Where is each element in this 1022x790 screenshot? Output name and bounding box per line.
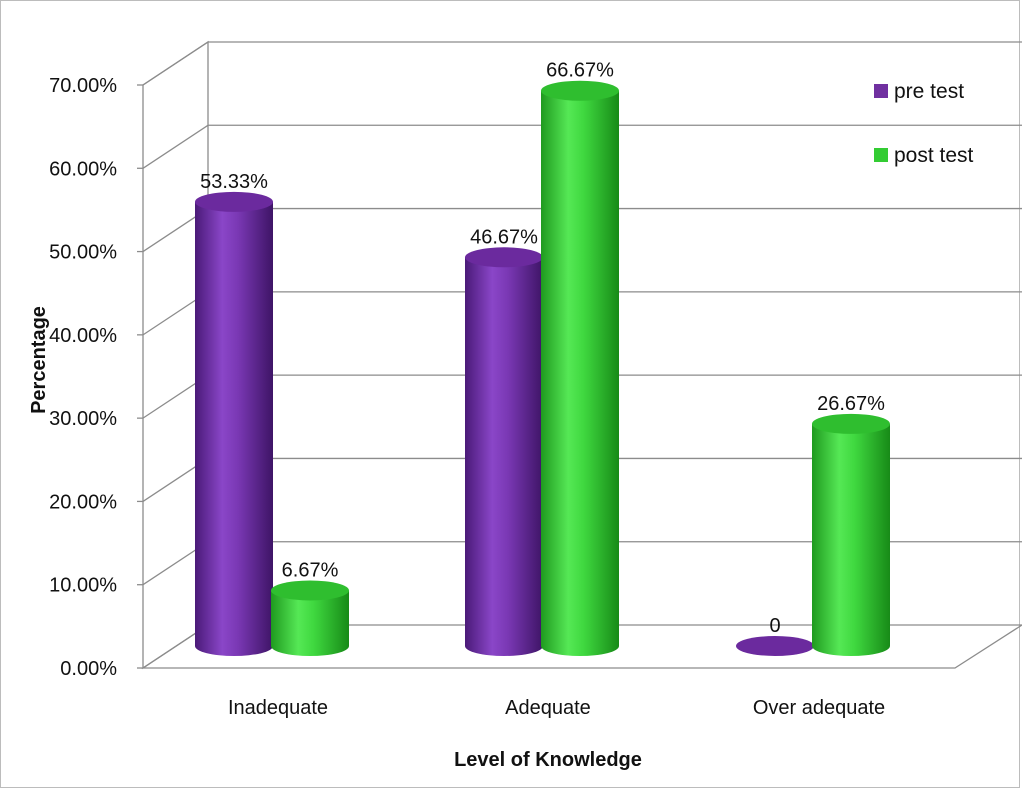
x-category-label: Adequate <box>505 697 591 719</box>
bar-body <box>465 257 543 656</box>
legend-label: pre test <box>894 80 964 103</box>
bar-body <box>271 590 349 656</box>
y-tick-label: 40.00% <box>49 325 117 347</box>
y-tick-label: 20.00% <box>49 491 117 513</box>
bar-post-test-over-adequate <box>812 413 890 656</box>
y-tick-label: 30.00% <box>49 408 117 430</box>
x-axis-title: Level of Knowledge <box>454 749 642 771</box>
bar-pre-test-over-adequate <box>736 636 814 656</box>
bar-top <box>271 580 349 601</box>
data-label: 66.67% <box>546 60 614 82</box>
bar-top <box>812 413 890 434</box>
bar-body <box>812 423 890 656</box>
bar-top <box>465 247 543 268</box>
data-label: 26.67% <box>817 393 885 415</box>
bar-top <box>195 191 273 212</box>
data-label: 0 <box>769 615 780 637</box>
bar-body <box>541 90 619 657</box>
y-tick-label: 10.00% <box>49 575 117 597</box>
gridline <box>142 41 1022 86</box>
x-category-label: Inadequate <box>228 697 328 719</box>
bar-post-test-inadequate <box>271 580 349 656</box>
bars <box>195 80 890 657</box>
bar-body <box>195 201 273 656</box>
y-axis-tick-labels: 0.00% 10.00% 20.00% 30.00% 40.00% 50.00% 60.00… <box>49 75 117 680</box>
y-tick-label: 60.00% <box>49 158 117 180</box>
bar-top <box>541 80 619 101</box>
y-tick-label: 50.00% <box>49 242 117 264</box>
legend: pre test post test <box>874 80 974 167</box>
bar-top <box>736 636 814 656</box>
data-label: 46.67% <box>470 226 538 248</box>
x-category-label: Over adequate <box>753 697 885 719</box>
bar-post-test-adequate <box>541 80 619 657</box>
x-axis-category-labels: Inadequate Adequate Over adequate <box>228 697 885 719</box>
floor <box>140 624 1022 669</box>
y-tick-label: 70.00% <box>49 75 117 97</box>
data-label: 6.67% <box>282 559 339 581</box>
legend-label: post test <box>894 144 974 167</box>
gridline <box>142 124 1022 169</box>
legend-swatch <box>874 148 888 162</box>
bar-pre-test-inadequate <box>195 191 273 656</box>
legend-swatch <box>874 84 888 98</box>
y-tick-label: 0.00% <box>60 658 117 680</box>
bar-pre-test-adequate <box>465 247 543 656</box>
data-labels: 53.33% 6.67% 46.67% 66.67% 0 26.67% <box>200 60 885 637</box>
y-axis-title: Percentage <box>28 306 50 414</box>
data-label: 53.33% <box>200 171 268 193</box>
